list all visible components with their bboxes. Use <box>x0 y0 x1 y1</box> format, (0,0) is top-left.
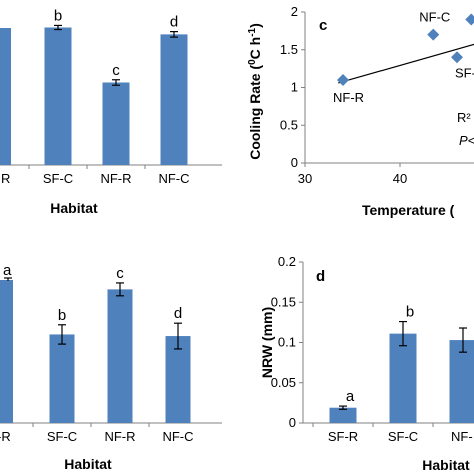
y-tick-label: 0 <box>289 415 296 430</box>
y-tick-label: 0.5 <box>280 117 298 132</box>
significance-letter: b <box>58 307 66 324</box>
x-tick-label: 30 <box>298 171 312 186</box>
panel-label: d <box>316 268 325 285</box>
x-tick-label: 40 <box>393 171 407 186</box>
bar-nf-c <box>161 34 188 165</box>
x-tick-label: NF-R <box>100 171 131 186</box>
trend-line <box>338 38 474 83</box>
bar-sf-r <box>330 408 357 423</box>
significance-letter: c <box>116 265 124 282</box>
y-title-part: ) <box>247 23 263 28</box>
x-tick-label: SF-C <box>47 429 77 444</box>
y-title-part: Cooling Rate ( <box>247 65 263 160</box>
bar-sf-r <box>0 28 11 165</box>
x-tick-label: SF-R <box>328 429 358 444</box>
significance-letter: c <box>112 62 120 79</box>
y-axis-title: NRW (mm) <box>259 307 275 378</box>
y-tick-label: 1.5 <box>280 42 298 57</box>
y-tick-label: 0.1 <box>278 335 296 350</box>
y-tick-label: 1 <box>291 80 298 95</box>
x-tick-label: SF-C <box>43 171 73 186</box>
x-axis-title: Habitat <box>64 456 112 472</box>
significance-letter: a <box>3 262 12 279</box>
point-label: NF-C <box>419 10 450 25</box>
significance-letter: d <box>170 14 178 31</box>
point-label: SF-R <box>455 65 474 80</box>
data-point-s <box>465 14 474 26</box>
y-axis-title: Cooling Rate (0C h-1) <box>247 23 264 160</box>
panel-label: c <box>319 17 327 34</box>
bar-nf-r <box>103 83 130 166</box>
x-tick-label: NF-R <box>104 429 135 444</box>
y-title-part: C h <box>247 37 263 60</box>
x-tick-label: -R <box>0 429 11 444</box>
data-point-nf-r <box>337 74 349 86</box>
bar-nf-r <box>108 289 133 423</box>
significance-letter: b <box>54 7 62 24</box>
x-tick-label: NF-C <box>158 171 189 186</box>
bar-sf-c <box>50 334 75 423</box>
annotation-p: P< <box>459 133 474 148</box>
y-tick-label: 0.2 <box>278 254 296 269</box>
bar-sf-c <box>390 334 417 423</box>
point-label: NF-R <box>333 90 364 105</box>
y-tick-label: 0 <box>291 155 298 170</box>
x-tick-label: SF-C <box>388 429 418 444</box>
chart-panel-c: 00.511.52304050NF-RNF-CSF-RSR²P<cTempera… <box>247 0 474 218</box>
bar-sf-r <box>0 280 13 423</box>
x-axis-title: Habitat <box>50 200 98 216</box>
annotation-r2: R² <box>457 110 471 125</box>
bar-sf-c <box>45 28 72 166</box>
significance-letter: b <box>406 304 414 321</box>
significance-letter: d <box>174 305 182 322</box>
data-point-nf-c <box>427 29 439 41</box>
x-tick-label: NF-C <box>162 429 193 444</box>
x-axis-title: Habitat <box>422 457 470 473</box>
x-axis-title: Temperature ( <box>362 202 455 218</box>
x-tick-label: R <box>1 171 10 186</box>
chart-panel-b: b c d -R SF-C NF-R NF-C Habitat a <box>0 262 222 472</box>
x-tick-label: NF- <box>451 429 473 444</box>
data-point-sf-r <box>451 51 463 63</box>
y-tick-label: 2 <box>291 4 298 19</box>
significance-letter: a <box>346 388 355 405</box>
